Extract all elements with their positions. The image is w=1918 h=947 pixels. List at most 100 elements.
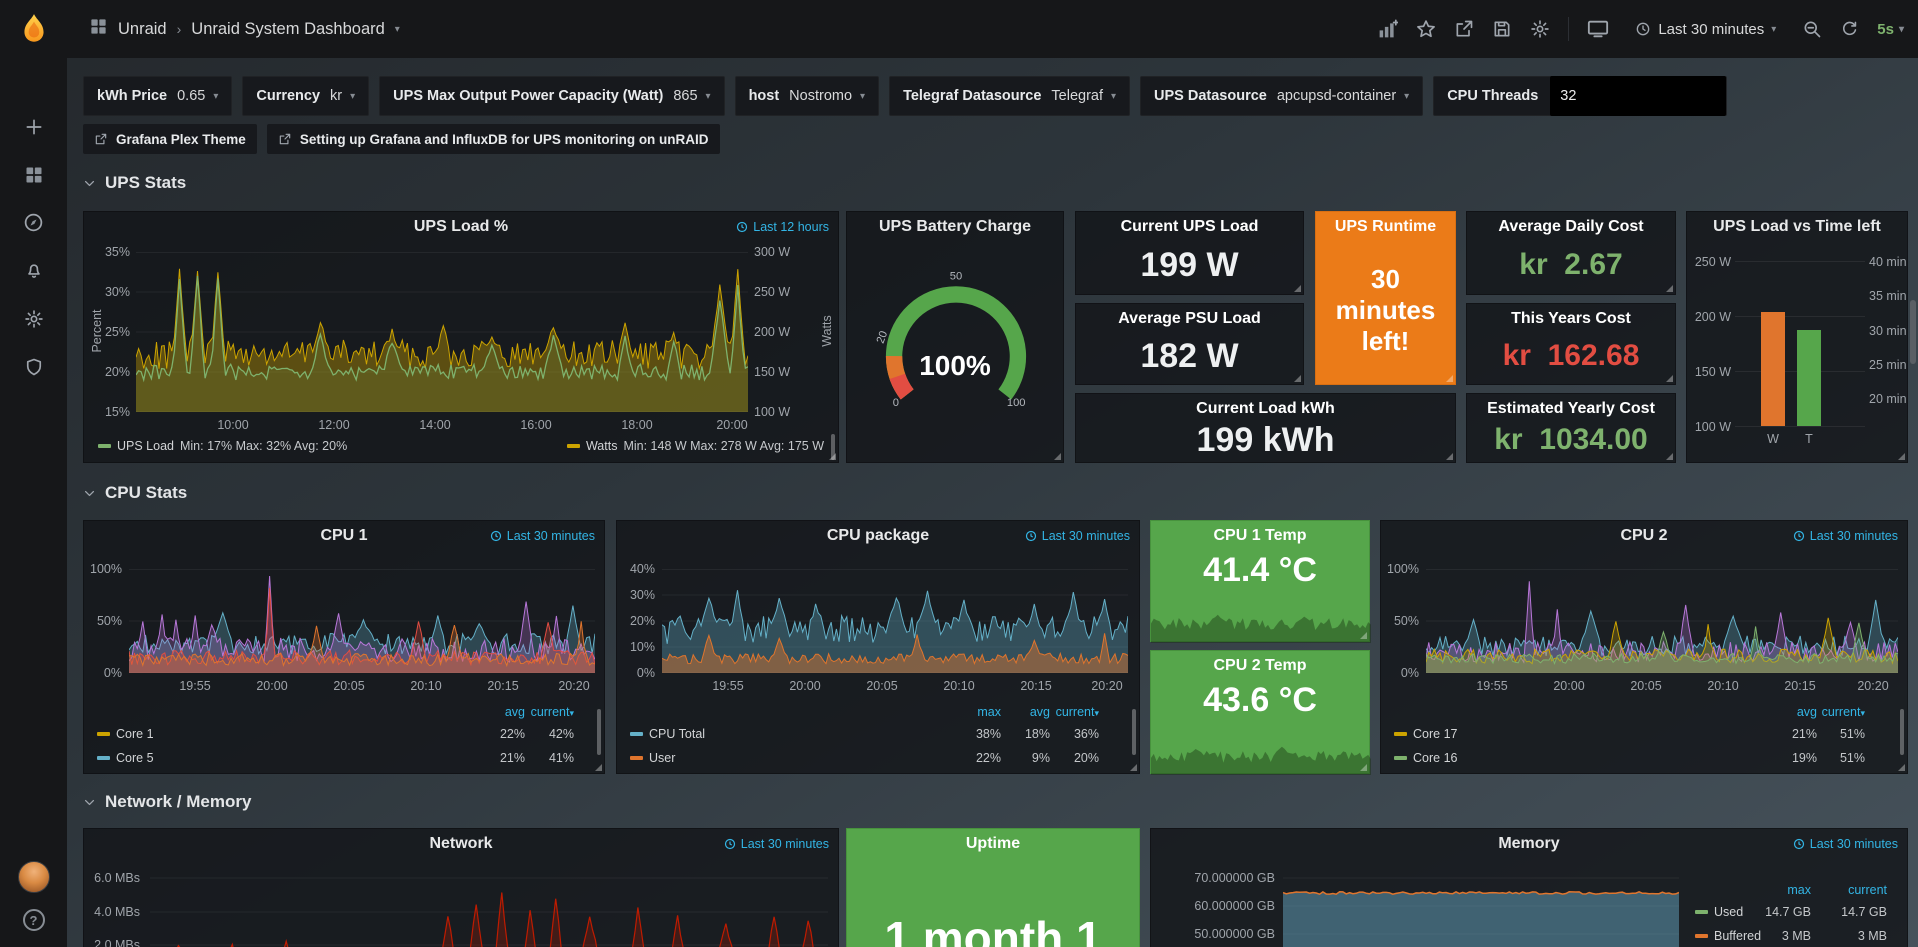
legend-column-header[interactable]: current▾ — [1055, 705, 1099, 719]
cpu2-chart[interactable] — [1425, 569, 1899, 673]
legend-column-header[interactable]: current▾ — [530, 705, 574, 719]
legend-item[interactable]: CPU Total — [630, 727, 705, 741]
variable-ups-max-output[interactable]: UPS Max Output Power Capacity (Watt) 865 ▾ — [379, 76, 725, 116]
refresh-interval-picker[interactable]: 5s ▾ — [1877, 21, 1904, 38]
legend-column-header[interactable]: max — [1787, 883, 1811, 897]
variable-host[interactable]: host Nostromo ▾ — [734, 76, 880, 116]
row-header-ups-stats[interactable]: UPS Stats — [83, 170, 186, 196]
legend-scrollbar[interactable] — [1900, 709, 1904, 755]
explore-compass-icon[interactable] — [23, 212, 44, 233]
refresh-button[interactable] — [1840, 20, 1859, 39]
panel-title[interactable]: Uptime — [965, 835, 1021, 852]
network-chart[interactable] — [150, 869, 828, 947]
link-ups-monitoring-guide[interactable]: Setting up Grafana and InfluxDB for UPS … — [266, 124, 720, 154]
bar-watts[interactable] — [1761, 312, 1785, 426]
legend-series-name[interactable]: Watts — [585, 439, 618, 453]
panel-title[interactable]: CPU 2 — [1620, 527, 1668, 544]
cpu-package-chart[interactable] — [661, 569, 1129, 673]
panel-title[interactable]: Network — [429, 835, 493, 852]
legend-column-header[interactable]: max — [977, 705, 1001, 719]
zoom-out-button[interactable] — [1802, 19, 1822, 39]
page-scrollbar[interactable] — [1909, 0, 1917, 947]
legend-column-header[interactable]: current▾ — [1821, 705, 1865, 719]
legend-series-name[interactable]: CPU Total — [649, 727, 706, 741]
panel-title[interactable]: CPU 1 Temp — [1213, 527, 1307, 544]
time-range-picker[interactable]: Last 30 minutes ▾ — [1627, 16, 1784, 43]
legend-scrollbar[interactable] — [831, 434, 835, 460]
panel-title[interactable]: UPS Runtime — [1334, 218, 1437, 235]
scrollbar-thumb[interactable] — [1910, 300, 1916, 364]
cpu1-chart[interactable] — [128, 569, 596, 673]
ups-load-chart[interactable] — [135, 252, 749, 412]
panel-title[interactable]: CPU 2 Temp — [1213, 657, 1307, 674]
user-avatar[interactable] — [17, 861, 50, 893]
panel-title[interactable]: CPU package — [826, 527, 930, 544]
panel-title[interactable]: UPS Load % — [413, 218, 509, 235]
grafana-logo[interactable] — [0, 0, 67, 58]
link-grafana-plex-theme[interactable]: Grafana Plex Theme — [83, 124, 257, 154]
variable-telegraf-datasource[interactable]: Telegraf Datasource Telegraf ▾ — [889, 76, 1131, 116]
tv-kiosk-button[interactable] — [1587, 18, 1609, 40]
legend-column-header[interactable]: avg — [1796, 705, 1817, 719]
dashboard-links-bar: Grafana Plex Theme Setting up Grafana an… — [83, 124, 720, 154]
share-button[interactable] — [1454, 19, 1474, 39]
legend-series-name[interactable]: Core 5 — [116, 751, 154, 765]
panel-title[interactable]: UPS Battery Charge — [878, 218, 1032, 235]
panel-title[interactable]: UPS Load vs Time left — [1713, 218, 1881, 235]
series-color-swatch — [97, 732, 110, 736]
legend-item[interactable]: Core 16 — [1394, 751, 1457, 765]
legend-item[interactable]: Core 1 — [97, 727, 154, 741]
save-button[interactable] — [1492, 19, 1512, 39]
cpu-threads-input[interactable] — [1550, 76, 1727, 116]
legend-series-name[interactable]: UPS Load — [117, 439, 174, 453]
legend-series-name[interactable]: Used — [1714, 905, 1744, 919]
configuration-gear-icon[interactable] — [24, 308, 44, 329]
gauge-scale-tick: 0 — [893, 397, 899, 408]
dashboard-settings-button[interactable] — [1530, 19, 1550, 39]
variable-ups-datasource[interactable]: UPS Datasource apcupsd-container ▾ — [1140, 76, 1424, 116]
legend-item[interactable]: Core 5 — [97, 751, 154, 765]
panel-title[interactable]: This Years Cost — [1511, 310, 1631, 327]
legend-series-name[interactable]: User — [649, 751, 676, 765]
star-button[interactable] — [1416, 19, 1436, 39]
help-icon[interactable]: ? — [22, 909, 45, 931]
breadcrumb-dashboard-title[interactable]: Unraid System Dashboard — [191, 19, 385, 38]
dashboard-grid-icon[interactable] — [89, 17, 108, 41]
legend-item[interactable]: Buffered — [1695, 929, 1761, 943]
panel-title[interactable]: Estimated Yearly Cost — [1487, 400, 1655, 417]
legend-series-name[interactable]: Buffered — [1714, 929, 1762, 943]
alerting-bell-icon[interactable] — [24, 260, 44, 281]
panel-title[interactable]: Average PSU Load — [1118, 310, 1261, 327]
legend-item[interactable]: Core 17 — [1394, 727, 1457, 741]
row-header-network-memory[interactable]: Network / Memory — [83, 789, 251, 815]
panel-title[interactable]: Average Daily Cost — [1498, 218, 1644, 235]
legend-item[interactable]: Used — [1695, 905, 1743, 919]
legend-series-name[interactable]: Core 16 — [1413, 751, 1458, 765]
legend-scrollbar[interactable] — [597, 709, 601, 755]
add-panel-button[interactable] — [1377, 18, 1399, 40]
dashboards-icon[interactable] — [24, 164, 44, 185]
create-plus-icon[interactable] — [24, 116, 44, 137]
series-color-swatch — [1695, 910, 1708, 914]
legend-column-header[interactable]: avg — [504, 705, 525, 719]
row-header-cpu-stats[interactable]: CPU Stats — [83, 480, 187, 506]
legend-column-header[interactable]: avg — [1029, 705, 1050, 719]
legend-item[interactable]: Watts Min: 148 W Max: 278 W Avg: 175 W — [566, 439, 824, 453]
memory-chart[interactable] — [1282, 869, 1680, 947]
legend-scrollbar[interactable] — [1132, 709, 1136, 755]
legend-item[interactable]: UPS Load Min: 17% Max: 32% Avg: 20% — [98, 439, 347, 453]
legend-series-name[interactable]: Core 17 — [1413, 727, 1458, 741]
panel-title[interactable]: Current UPS Load — [1120, 218, 1259, 235]
server-admin-shield-icon[interactable] — [24, 356, 44, 377]
variable-currency[interactable]: Currency kr ▾ — [242, 76, 370, 116]
bar-time-left[interactable] — [1797, 330, 1821, 426]
legend-item[interactable]: User — [630, 751, 675, 765]
legend-series-name[interactable]: Core 1 — [116, 727, 154, 741]
panel-title[interactable]: Memory — [1498, 835, 1560, 852]
breadcrumb-folder[interactable]: Unraid — [118, 19, 167, 38]
legend-column-header[interactable]: current — [1848, 883, 1887, 897]
panel-title[interactable]: CPU 1 — [320, 527, 368, 544]
chevron-down-icon[interactable]: ▾ — [394, 23, 400, 35]
variable-kwh-price[interactable]: kWh Price 0.65 ▾ — [83, 76, 233, 116]
panel-title[interactable]: Current Load kWh — [1196, 400, 1335, 417]
